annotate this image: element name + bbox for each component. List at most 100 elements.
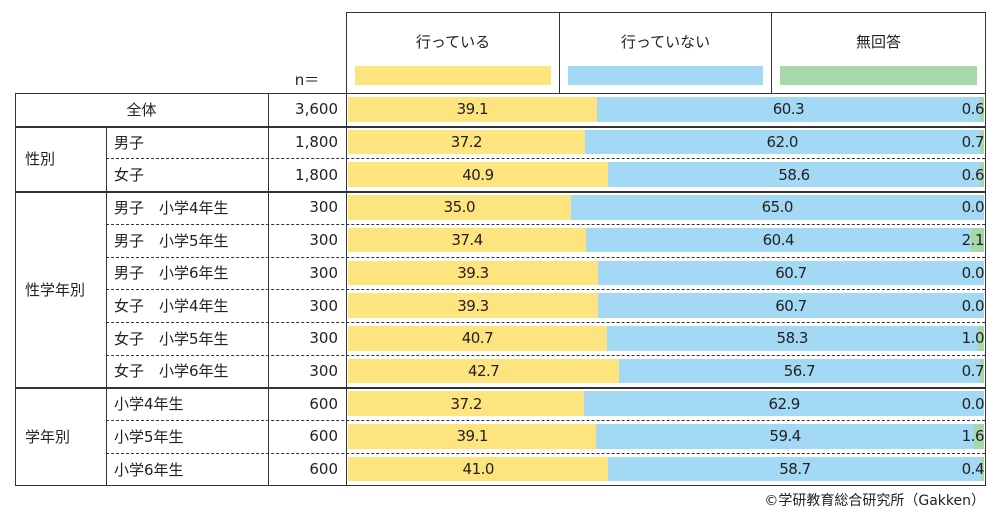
bar-segment-na [980,97,984,122]
row-divider [106,158,985,160]
data-label: 40.9 [462,165,494,184]
data-label: 60.7 [775,263,807,282]
bar-segment-no [584,129,980,155]
data-label: 58.7 [779,460,811,479]
bar-segment-na [973,424,984,449]
data-label: 39.3 [457,296,489,315]
bar-segment-yes [348,391,585,416]
bar-segment-yes [348,456,609,482]
stacked-bar: 41.0 58.7 0.4 [348,456,985,482]
group-label: 性別 [25,149,56,168]
data-label: 39.3 [457,263,489,282]
legend-item: 行っている [346,12,560,93]
stacked-bar: 39.3 60.7 0.0 [348,293,985,318]
data-label: 37.4 [451,231,483,250]
data-label: 37.2 [450,133,483,152]
row-label: 女子 [114,166,145,185]
row-divider [106,420,985,421]
data-label: 0.4 [961,460,985,479]
data-label: 39.1 [456,427,489,446]
bar-segment-no [584,391,984,416]
data-label: 58.6 [778,165,810,184]
bar-segment-yes [348,129,585,155]
data-label: 0.0 [961,263,985,282]
n-value: 1,800 [295,165,338,184]
row-divider [106,256,985,258]
legend-label: 無回答 [855,33,901,51]
n-value: 3,600 [295,100,338,119]
data-label: 0.7 [961,361,985,380]
stacked-bar: 35.0 65.0 0.0 [348,195,985,220]
bar-segment-yes [348,325,607,351]
legend-item: 行っていない [559,12,772,93]
n-value: 1,800 [295,133,338,152]
data-label: 37.2 [450,394,482,413]
legend-label: 行っていない [620,33,711,51]
n-value: 300 [309,329,338,348]
bar-segment-yes [348,162,608,188]
data-label: 1.0 [961,329,985,348]
bar-segment-no [619,358,980,384]
group-label: 学年別 [25,427,71,446]
legend-swatch [355,66,551,85]
stacked-bar: 37.2 62.0 0.7 [348,129,985,155]
group-label: 性学年別 [25,280,86,299]
data-label: 0.0 [961,394,985,413]
group-divider [15,387,985,390]
data-label: 2.1 [961,231,985,250]
data-label: 40.7 [461,329,494,348]
row-divider [106,223,985,225]
bar-segment-no [596,424,974,449]
data-label: 41.0 [462,460,495,479]
data-label: 58.3 [776,329,809,348]
bar-segment-yes [348,358,620,384]
data-label: 0.6 [961,100,985,119]
n-value: 300 [309,361,338,380]
row-label: 男子 小学6年生 [114,264,229,283]
legend-swatch [780,66,977,85]
data-label: 60.7 [775,296,807,315]
bar-segment-no [597,260,984,286]
data-label: 65.0 [761,198,794,217]
table-frame [15,93,986,487]
bar-segment-na [979,358,984,384]
data-label: 35.0 [443,198,476,217]
n-value: 300 [309,263,338,282]
legend-label: 行っている [415,33,491,51]
data-label: 0.6 [961,165,985,184]
stacked-bar: 40.7 58.3 1.0 [348,325,985,351]
stacked-bar: 42.7 56.7 0.7 [348,358,985,384]
stacked-bar: 39.1 59.4 1.6 [348,424,985,449]
bar-segment-no [597,293,984,318]
legend-swatch [568,66,763,85]
bar-segment-yes [348,293,598,318]
row-divider [106,321,985,323]
bar-segment-yes [348,97,597,122]
stacked-bar: 39.1 60.3 0.6 [348,97,985,122]
row-divider [106,289,985,291]
row-label: 小学4年生 [114,395,184,414]
row-label: 男子 小学5年生 [114,231,229,250]
source-credit: ©学研教育総合研究所（Gakken） [764,493,985,509]
bar-segment-na [977,325,984,351]
row-divider [106,354,985,356]
data-label: 0.7 [961,133,985,152]
data-label: 42.7 [467,361,500,380]
col-divider [106,125,107,486]
data-label: 60.4 [762,231,795,250]
data-label: 62.0 [766,133,798,152]
data-label: 62.9 [768,394,800,413]
data-label: 56.7 [783,361,816,380]
group-divider [15,191,985,194]
bar-segment-no [606,325,978,351]
bar-segment-yes [348,227,587,253]
bar-segment-no [608,456,982,482]
group-divider [15,125,985,128]
row-label: 小学5年生 [114,427,184,446]
legend-item: 無回答 [771,12,986,93]
data-label: 39.1 [456,100,489,119]
n-value: 300 [309,296,338,315]
bar-segment-no [570,195,984,220]
stacked-bar: 40.9 58.6 0.6 [348,162,985,188]
data-label: 60.3 [772,100,805,119]
